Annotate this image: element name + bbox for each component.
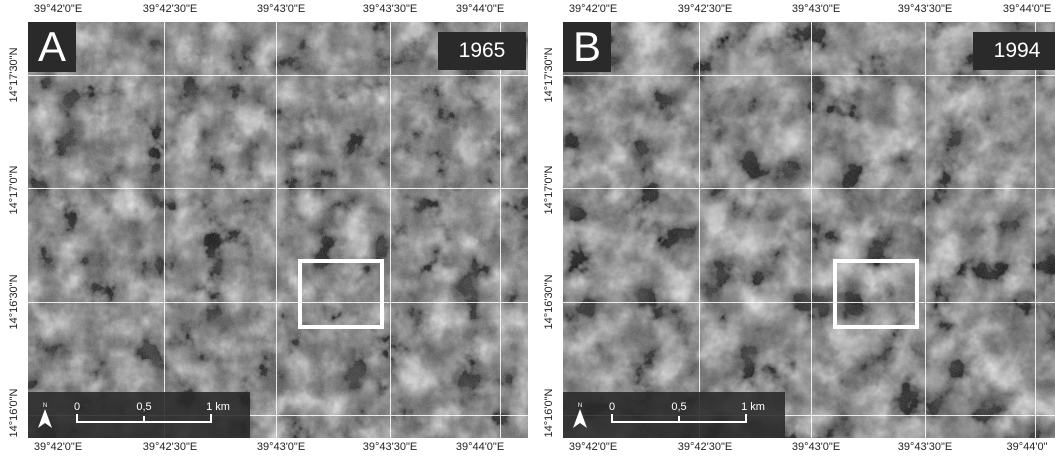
bottom-tick-label: 39°42'30"E — [142, 441, 198, 453]
graticule-line — [164, 22, 165, 438]
scale-tick — [745, 414, 747, 423]
aerial-image-1994: B 1994 N 0 0,5 1 km — [563, 22, 1055, 438]
top-tick-label: 39°42'30"E — [677, 3, 733, 15]
bottom-tick-label: 39°43'0"E — [791, 441, 841, 453]
bottom-tick-label: 39°42'0"E — [33, 441, 83, 453]
bottom-tick-label: 39°43'30"E — [362, 441, 418, 453]
map-panel-b: 39°42'0"E 39°42'30"E 39°43'0"E 39°43'30"… — [535, 0, 1055, 459]
svg-text:N: N — [43, 403, 47, 409]
north-arrow-icon: N — [573, 403, 587, 428]
top-tick-label: 39°42'30"E — [142, 3, 198, 15]
bottom-tick-label: 39°43'0"E — [256, 441, 306, 453]
scale-label-0: 0 — [73, 401, 81, 413]
scale-tick — [76, 414, 78, 423]
top-tick-label: 39°43'0"E — [791, 3, 841, 15]
top-tick-label: 39°43'30"E — [897, 3, 953, 15]
scale-tick — [210, 414, 212, 423]
graticule-line — [500, 22, 501, 438]
graticule-line — [1035, 22, 1036, 438]
svg-text:N: N — [578, 403, 582, 409]
north-arrow-icon: N — [38, 403, 52, 428]
graticule-line — [699, 22, 700, 438]
bottom-tick-label: 39°42'30"E — [677, 441, 733, 453]
graticule-line — [563, 188, 1055, 189]
left-tick-label: 14°16'0"N — [8, 388, 20, 438]
top-tick-label: 39°44'0"E — [455, 3, 505, 15]
graticule-line — [28, 415, 528, 416]
left-tick-label: 14°16'30"N — [8, 274, 20, 330]
left-tick-label: 14°17'0"N — [543, 165, 555, 215]
scale-bar: N 0 0,5 1 km — [28, 392, 250, 438]
top-tick-label: 39°44'0"E — [1002, 3, 1052, 15]
study-area-box — [298, 259, 384, 329]
top-tick-label: 39°42'0"E — [33, 3, 83, 15]
scale-label-1km: 1 km — [741, 401, 765, 413]
scale-label-half: 0,5 — [671, 401, 687, 413]
left-tick-label: 14°16'0"N — [543, 388, 555, 438]
year-label: 1965 — [438, 32, 526, 70]
scale-tick — [611, 414, 613, 423]
graticule-line — [563, 302, 1055, 303]
graticule-line — [925, 22, 926, 438]
left-tick-label: 14°16'30"N — [543, 274, 555, 330]
top-tick-label: 39°43'30"E — [362, 3, 418, 15]
left-tick-label: 14°17'30"N — [543, 47, 555, 103]
bottom-tick-label: 39°43'30"E — [897, 441, 953, 453]
graticule-line — [276, 22, 277, 438]
graticule-line — [28, 302, 528, 303]
scale-label-0: 0 — [608, 401, 616, 413]
bottom-tick-label: 39°44'0"E — [455, 441, 505, 453]
top-tick-label: 39°42'0"E — [568, 3, 618, 15]
graticule-line — [563, 75, 1055, 76]
aerial-image-1965: A 1965 N 0 0,5 1 km — [28, 22, 528, 438]
top-tick-label: 39°43'0"E — [256, 3, 306, 15]
scale-label-1km: 1 km — [206, 401, 230, 413]
bottom-tick-label: 39°44'0" — [1006, 441, 1048, 453]
panel-letter: B — [563, 22, 611, 72]
year-label: 1994 — [973, 32, 1055, 70]
graticule-line — [811, 22, 812, 438]
graticule-line — [563, 415, 1055, 416]
bottom-tick-label: 39°42'0"E — [568, 441, 618, 453]
scale-tick — [678, 416, 680, 423]
graticule-line — [390, 22, 391, 438]
scale-label-half: 0,5 — [136, 401, 152, 413]
scale-tick — [143, 416, 145, 423]
graticule-line — [28, 188, 528, 189]
left-tick-label: 14°17'30"N — [8, 47, 20, 103]
terrain-image — [28, 22, 528, 438]
map-panel-a: 39°42'0"E 39°42'30"E 39°43'0"E 39°43'30"… — [0, 0, 528, 459]
study-area-box — [833, 259, 919, 329]
panel-letter: A — [28, 22, 76, 72]
terrain-image — [563, 22, 1055, 438]
left-tick-label: 14°17'0"N — [8, 165, 20, 215]
scale-bar: N 0 0,5 1 km — [563, 392, 785, 438]
graticule-line — [28, 75, 528, 76]
